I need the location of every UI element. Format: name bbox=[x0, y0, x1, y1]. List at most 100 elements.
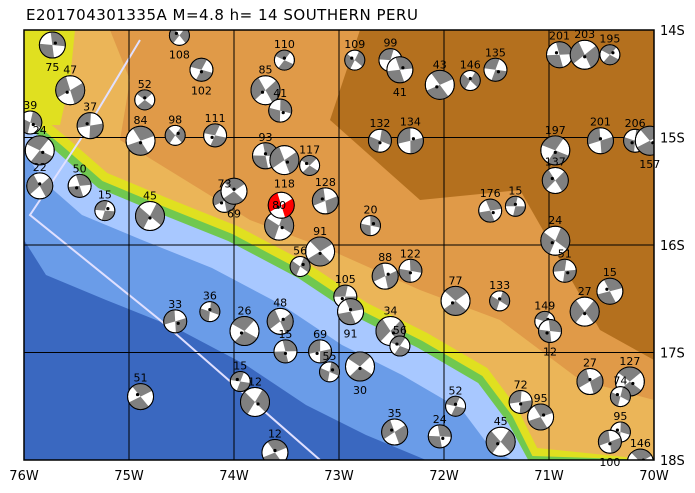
focal-mechanism[interactable] bbox=[367, 128, 392, 153]
focal-mechanism[interactable] bbox=[360, 215, 381, 237]
focal-mechanism[interactable] bbox=[308, 339, 333, 364]
focal-mechanism[interactable] bbox=[134, 89, 156, 111]
focal-mechanism[interactable] bbox=[55, 75, 86, 106]
focal-mechanism[interactable] bbox=[67, 173, 92, 198]
focal-mechanism[interactable] bbox=[337, 298, 365, 326]
focal-mechanism[interactable] bbox=[596, 277, 624, 305]
focal-mechanism[interactable] bbox=[459, 70, 481, 92]
focal-mechanism[interactable] bbox=[345, 351, 375, 382]
focal-mechanism[interactable] bbox=[24, 135, 55, 166]
depth-label: 33 bbox=[168, 298, 182, 311]
focal-mechanism[interactable] bbox=[445, 395, 467, 417]
depth-label: 55 bbox=[323, 350, 337, 363]
focal-mechanism[interactable] bbox=[504, 195, 526, 217]
depth-label: 45 bbox=[494, 415, 508, 428]
lat-tick-label: 14S bbox=[660, 24, 685, 39]
depth-label: 72 bbox=[514, 378, 528, 391]
focal-mechanism[interactable] bbox=[541, 167, 569, 194]
focal-mechanism[interactable] bbox=[597, 429, 622, 454]
focal-mechanism[interactable] bbox=[552, 258, 577, 283]
depth-label: 22 bbox=[33, 161, 47, 174]
focal-mechanism[interactable] bbox=[489, 290, 511, 312]
depth-label: 93 bbox=[259, 131, 273, 144]
focal-mechanism[interactable] bbox=[268, 98, 293, 123]
focal-mechanism[interactable] bbox=[424, 69, 455, 100]
focal-mechanism[interactable] bbox=[440, 285, 471, 316]
focal-mechanism[interactable] bbox=[203, 123, 228, 148]
events-layer bbox=[19, 25, 664, 475]
lon-tick-label: 75W bbox=[114, 469, 144, 484]
focal-mechanism[interactable] bbox=[371, 262, 399, 290]
focal-mechanism[interactable] bbox=[266, 307, 294, 335]
focal-mechanism[interactable] bbox=[229, 371, 251, 393]
focal-mechanism[interactable] bbox=[229, 316, 260, 346]
focal-mechanism[interactable] bbox=[386, 56, 414, 84]
focal-mechanism[interactable] bbox=[634, 125, 664, 156]
focal-mechanism[interactable] bbox=[189, 57, 214, 82]
focal-mechanism[interactable] bbox=[485, 426, 516, 457]
focal-mechanism[interactable] bbox=[396, 127, 424, 155]
focal-mechanism[interactable] bbox=[540, 135, 571, 166]
focal-mechanism[interactable] bbox=[168, 25, 190, 46]
depth-label: 73 bbox=[218, 177, 232, 190]
focal-mechanism[interactable] bbox=[273, 49, 295, 71]
focal-mechanism[interactable] bbox=[569, 296, 600, 327]
focal-mechanism[interactable] bbox=[199, 301, 221, 323]
depth-label: 26 bbox=[238, 305, 252, 318]
focal-mechanism[interactable] bbox=[76, 112, 104, 140]
focal-mechanism[interactable] bbox=[127, 383, 155, 411]
focal-mechanism[interactable] bbox=[311, 187, 339, 215]
depth-label: 122 bbox=[400, 247, 421, 260]
lat-tick-label: 15S bbox=[660, 132, 685, 147]
main-event-focal-mechanism[interactable] bbox=[267, 191, 295, 219]
focal-mechanism[interactable] bbox=[164, 124, 186, 146]
focal-mechanism[interactable] bbox=[586, 127, 614, 155]
focal-mechanism[interactable] bbox=[26, 172, 54, 200]
focal-mechanism[interactable] bbox=[538, 319, 563, 343]
focal-mechanism[interactable] bbox=[240, 386, 270, 417]
focal-mechanism[interactable] bbox=[19, 110, 43, 135]
lon-tick-label: 71W bbox=[534, 469, 564, 484]
depth-label: 77 bbox=[449, 274, 463, 287]
focal-mechanism[interactable] bbox=[38, 31, 66, 59]
focal-mechanism[interactable] bbox=[427, 424, 452, 449]
depth-label: 111 bbox=[205, 112, 226, 125]
focal-mechanism[interactable] bbox=[269, 145, 300, 176]
focal-mechanism[interactable] bbox=[250, 75, 281, 106]
focal-mechanism[interactable] bbox=[273, 339, 298, 364]
focal-mechanism[interactable] bbox=[299, 154, 321, 176]
focal-mechanism[interactable] bbox=[576, 368, 604, 396]
focal-mechanism[interactable] bbox=[389, 335, 411, 357]
focal-mechanism[interactable] bbox=[125, 125, 156, 156]
depth-label: 41 bbox=[393, 86, 407, 99]
depth-label: 102 bbox=[191, 84, 212, 97]
focal-mechanism[interactable] bbox=[569, 39, 600, 70]
focal-mechanism[interactable] bbox=[289, 256, 311, 277]
focal-mechanism[interactable] bbox=[398, 258, 423, 283]
depth-label: 20 bbox=[364, 204, 378, 217]
focal-mechanism[interactable] bbox=[220, 177, 248, 205]
lat-tick-label: 18S bbox=[660, 454, 685, 469]
depth-label: 15 bbox=[278, 328, 292, 341]
focal-mechanism[interactable] bbox=[319, 361, 341, 383]
focal-mechanism[interactable] bbox=[508, 389, 533, 414]
focal-mechanism[interactable] bbox=[94, 200, 116, 222]
focal-mechanism[interactable] bbox=[264, 210, 295, 241]
focal-mechanism[interactable] bbox=[599, 44, 621, 66]
focal-mechanism[interactable] bbox=[527, 403, 555, 431]
focal-mechanism[interactable] bbox=[344, 49, 366, 71]
focal-mechanism[interactable] bbox=[546, 41, 573, 69]
focal-mechanism[interactable] bbox=[381, 418, 409, 446]
depth-label: 15 bbox=[508, 184, 522, 197]
depth-label: 24 bbox=[548, 214, 562, 227]
depth-label: 36 bbox=[203, 290, 217, 303]
focal-mechanism[interactable] bbox=[478, 198, 503, 223]
focal-mechanism[interactable] bbox=[305, 236, 336, 267]
focal-mechanism[interactable] bbox=[261, 438, 289, 465]
focal-mechanism[interactable] bbox=[609, 386, 631, 408]
focal-mechanism[interactable] bbox=[540, 225, 571, 256]
focal-mechanism[interactable] bbox=[163, 309, 188, 334]
focal-mechanism[interactable] bbox=[627, 448, 654, 475]
focal-mechanism[interactable] bbox=[135, 200, 165, 231]
focal-mechanism[interactable] bbox=[483, 57, 508, 82]
